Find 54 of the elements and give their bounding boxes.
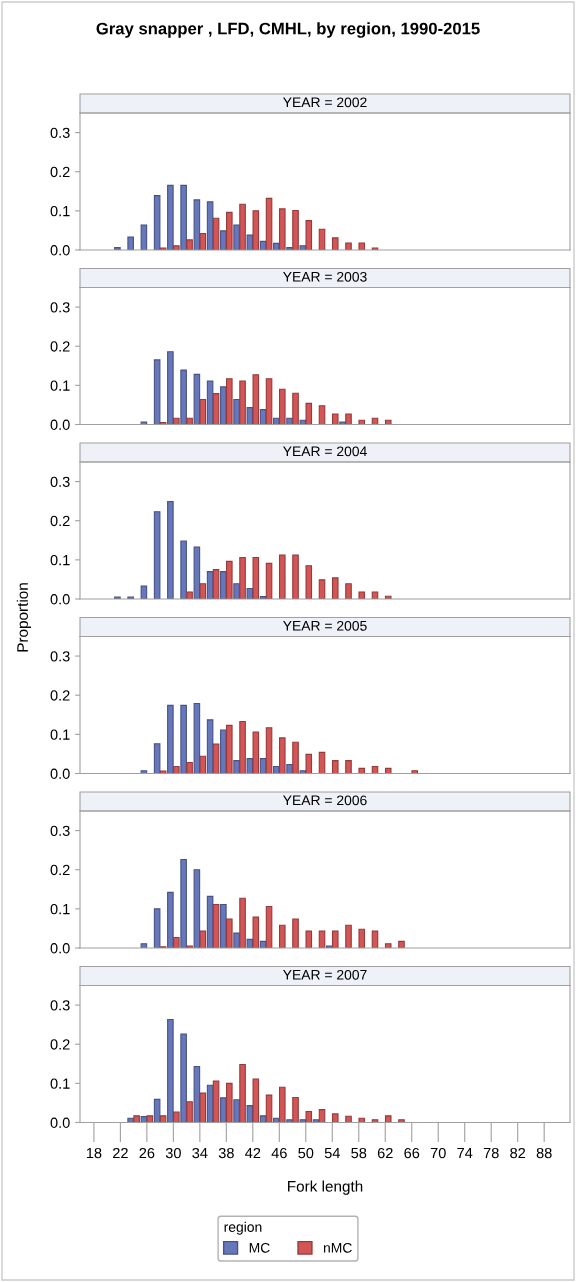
y-tick-label: 0.0 xyxy=(50,419,70,430)
y-tick-label: 0.2 xyxy=(50,341,70,352)
chart-subtitle: YEAR = 2004 xyxy=(283,446,367,457)
x-tick-label: 46 xyxy=(271,1147,287,1159)
y-tick-label: 0.2 xyxy=(50,1039,70,1050)
chart-subtitle: YEAR = 2005 xyxy=(283,620,367,631)
x-tick-label: 82 xyxy=(510,1147,526,1159)
y-tick-label: 0.3 xyxy=(50,651,70,662)
x-tick-label: 62 xyxy=(377,1147,393,1159)
x-axis-title: Fork length xyxy=(288,1180,363,1195)
y-tick-label: 0.2 xyxy=(50,166,70,178)
y-tick-label: 0.3 xyxy=(50,825,70,836)
y-tick-label: 0.1 xyxy=(50,903,70,915)
y-tick-label: 0.1 xyxy=(50,205,70,217)
y-tick-label: 0.2 xyxy=(50,690,70,701)
y-tick-label: 0.3 xyxy=(50,302,70,313)
x-tick-label: 78 xyxy=(483,1147,499,1159)
y-tick-label: 0.3 xyxy=(50,476,70,487)
y-tick-label: 0.0 xyxy=(50,943,70,954)
legend-title: region xyxy=(224,1221,262,1235)
x-tick-label: 22 xyxy=(113,1147,128,1159)
legend-label: MC xyxy=(249,1242,270,1253)
y-tick-label: 0.2 xyxy=(50,864,70,876)
chart-subtitle: YEAR = 2003 xyxy=(283,271,367,282)
legend-label: nMC xyxy=(323,1242,352,1253)
y-tick-label: 0.0 xyxy=(50,594,70,605)
y-tick-label: 0.1 xyxy=(50,729,70,740)
chart-subtitle: YEAR = 2007 xyxy=(283,969,367,980)
x-tick-label: 18 xyxy=(86,1147,102,1159)
x-tick-label: 42 xyxy=(245,1147,261,1159)
y-tick-label: 0.0 xyxy=(50,768,70,779)
chart-title: Gray snapper , LFD, CMHL, by region, 1990-2015 xyxy=(96,22,480,38)
y-tick-label: 0.0 xyxy=(50,245,70,256)
x-tick-label: 74 xyxy=(457,1148,473,1159)
x-tick-label: 66 xyxy=(404,1147,420,1159)
x-tick-label: 26 xyxy=(139,1147,155,1159)
x-tick-label: 88 xyxy=(536,1147,552,1159)
chart-subtitle: YEAR = 2006 xyxy=(283,795,367,806)
x-tick-label: 50 xyxy=(298,1147,314,1159)
x-tick-label: 54 xyxy=(324,1148,340,1159)
y-axis-title: Proportion xyxy=(16,583,31,652)
x-tick-label: 30 xyxy=(165,1147,181,1159)
y-tick-label: 0.3 xyxy=(50,1000,70,1011)
x-tick-label: 70 xyxy=(430,1147,446,1159)
y-tick-label: 0.3 xyxy=(50,127,70,138)
y-tick-label: 0.2 xyxy=(50,515,70,527)
x-tick-label: 58 xyxy=(351,1147,367,1159)
x-tick-label: 34 xyxy=(192,1147,208,1159)
y-tick-label: 0.1 xyxy=(50,380,70,391)
y-tick-label: 0.0 xyxy=(50,1117,70,1128)
x-tick-label: 38 xyxy=(218,1147,234,1159)
y-tick-label: 0.1 xyxy=(50,554,70,566)
chart-subtitle: YEAR = 2002 xyxy=(283,97,367,108)
y-tick-label: 0.1 xyxy=(50,1078,70,1089)
